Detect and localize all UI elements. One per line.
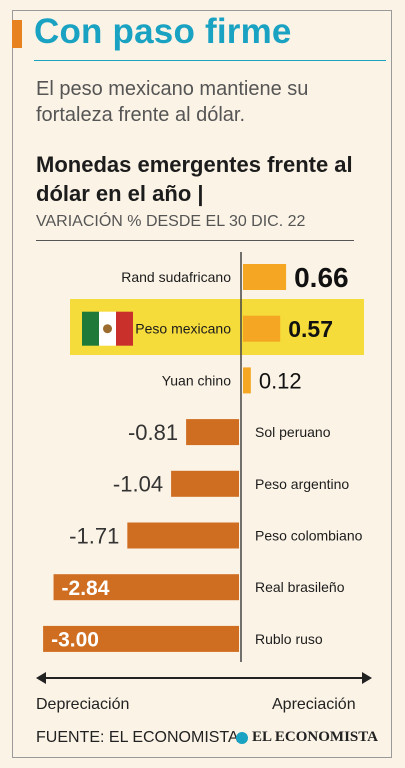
value-label: 0.12 [259,368,302,393]
logo-text: EL ECONOMISTA [252,729,378,745]
flag-red [116,311,133,346]
source-text: FUENTE: EL ECONOMISTA [36,729,239,746]
bar-0 [243,264,287,290]
logo-icon [236,731,248,744]
category-label: Yuan chino [162,372,231,388]
bar-4 [171,470,239,497]
arrow-left-icon [36,672,46,684]
bar-1 [243,315,281,342]
page-title: Con paso firme [34,12,292,51]
category-label: Rand sudafricano [121,269,231,285]
arrow-right-icon [362,672,372,684]
bar-5 [127,522,239,549]
flag-emblem-icon [103,324,112,334]
value-label: -3.00 [51,628,99,651]
chart-subtitle: VARIACIÓN % DESDE EL 30 DIC. 22 [36,213,306,230]
category-label: Sol peruano [255,424,331,440]
bar-6 [53,574,239,601]
bar-3 [186,419,239,446]
category-label: Peso mexicano [135,321,231,337]
chart-title: Monedas emergentes frente al dólar en el… [36,152,353,206]
bar-7 [43,625,239,652]
value-label: 0.57 [288,316,333,342]
category-label: Rublo ruso [255,631,323,647]
el-economista-logo: EL ECONOMISTA [236,729,378,746]
title-accent [12,20,22,48]
value-label: -0.81 [128,420,178,445]
bar-2 [243,367,251,394]
value-label: 0.66 [294,262,349,293]
infographic-frame [12,10,392,758]
axis-label-right: Apreciación [272,696,356,713]
page-subtitle: El peso mexicano mantiene su fortaleza f… [36,78,309,126]
value-label: -1.04 [113,472,163,497]
category-label: Real brasileño [255,579,345,595]
axis-label-left: Depreciación [36,696,130,713]
flag-green [82,311,99,346]
title-divider [34,60,386,61]
category-label: Peso colombiano [255,528,363,544]
value-label: -1.71 [69,523,119,548]
value-label: -2.84 [62,577,110,600]
category-label: Peso argentino [255,476,349,492]
chart-top-rule [36,240,354,241]
